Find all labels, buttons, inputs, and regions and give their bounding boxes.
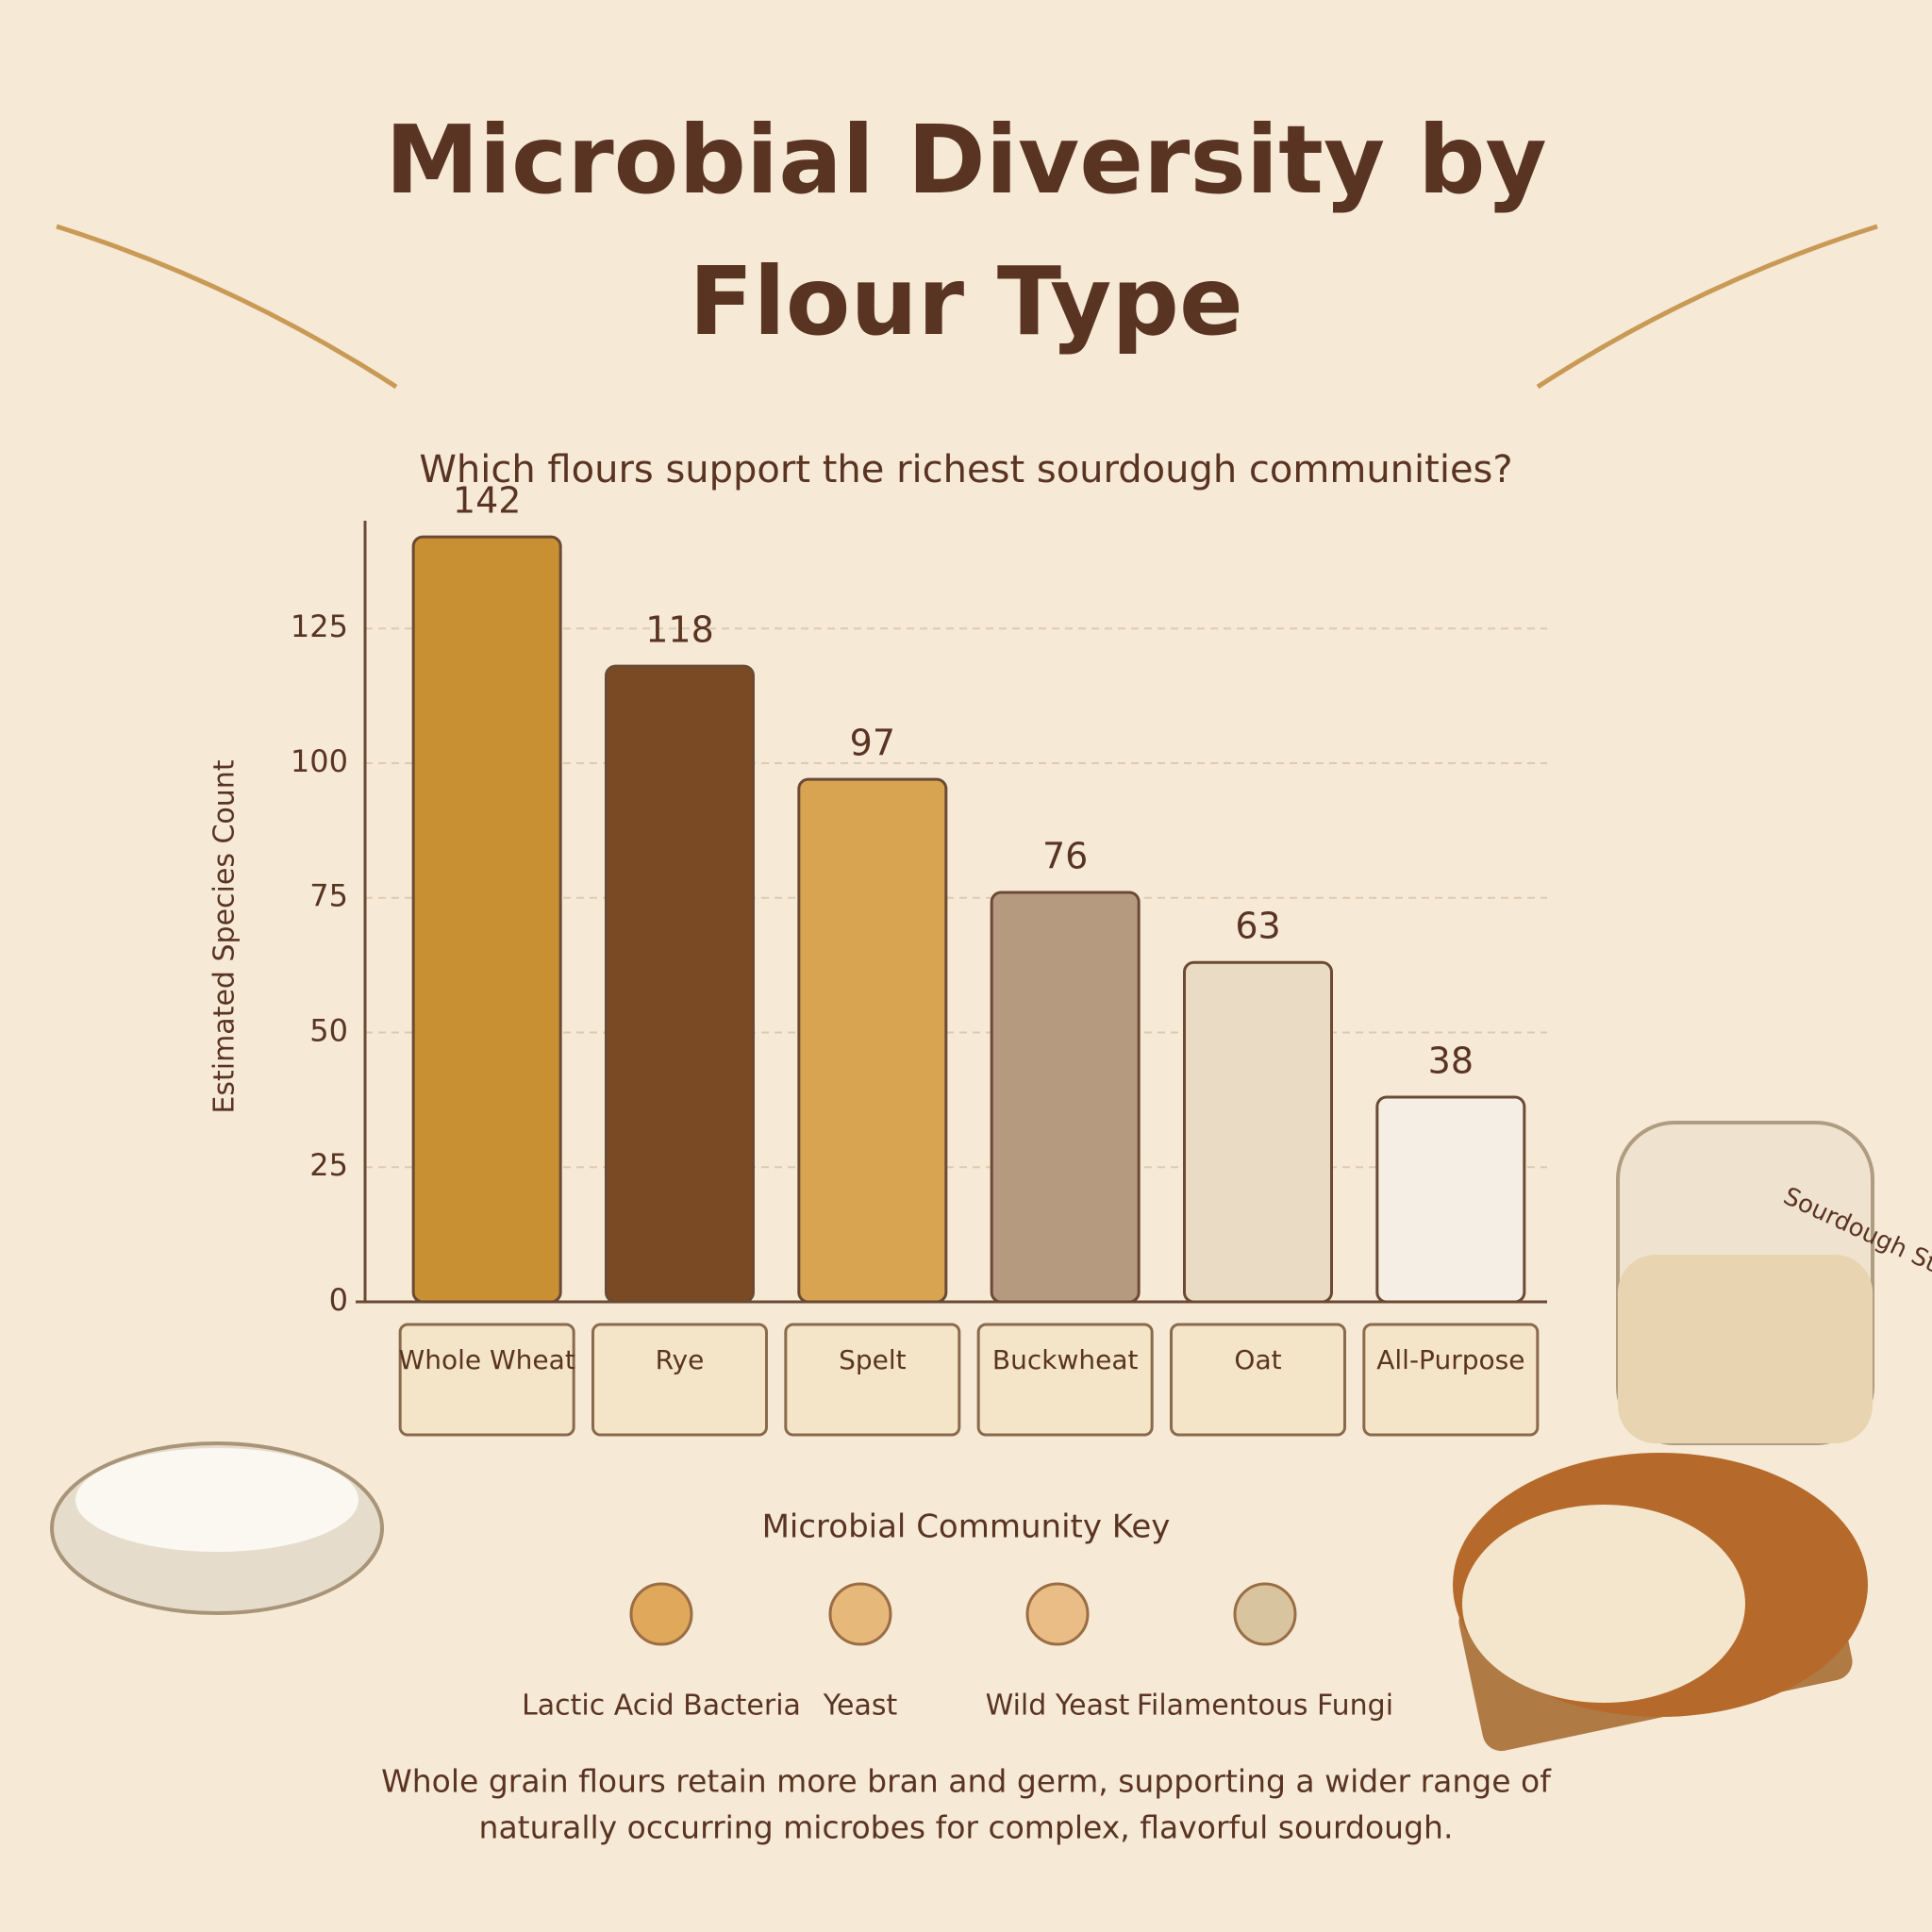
- value-label: 63: [1235, 906, 1280, 947]
- y-tick-label: 100: [291, 743, 348, 779]
- bar: [605, 664, 755, 1304]
- key-title: Microbial Community Key: [762, 1508, 1171, 1546]
- footnote: naturally occurring microbes for complex…: [479, 1809, 1454, 1846]
- x-tick-label: Rye: [656, 1344, 705, 1375]
- category-tag: [1170, 1323, 1346, 1437]
- value-label: 142: [453, 480, 522, 522]
- bar: [411, 535, 562, 1304]
- value-label: 97: [850, 723, 895, 764]
- x-tick-label: Spelt: [839, 1344, 907, 1375]
- y-tick-label: 50: [309, 1012, 348, 1048]
- x-tick-label: Oat: [1234, 1344, 1281, 1375]
- bar: [1183, 960, 1333, 1304]
- y-tick-label: 25: [309, 1147, 348, 1183]
- key-icon: [1233, 1582, 1297, 1646]
- y-tick-label: 125: [291, 608, 348, 644]
- value-label: 38: [1428, 1041, 1474, 1082]
- category-tag: [784, 1323, 961, 1437]
- key-label: Lactic Acid Bacteria: [522, 1690, 801, 1723]
- subtitle: Which flours support the richest sourdou…: [419, 448, 1512, 491]
- bar: [1375, 1095, 1526, 1304]
- x-tick-label: Whole Wheat: [399, 1344, 575, 1375]
- chart-title: Microbial Diversity by Flour Type: [385, 105, 1547, 357]
- value-label: 118: [645, 609, 714, 651]
- x-tick-label: All-Purpose: [1376, 1344, 1524, 1375]
- x-tick-label: Buckwheat: [992, 1344, 1139, 1375]
- bar: [990, 891, 1141, 1304]
- category-tag: [1362, 1323, 1540, 1437]
- y-tick-label: 75: [309, 878, 348, 914]
- key-icon: [828, 1582, 892, 1646]
- bar: [797, 777, 948, 1304]
- y-tick-label: 0: [329, 1282, 348, 1318]
- key-icon: [1025, 1582, 1090, 1646]
- y-axis-label: Estimated Species Count: [208, 759, 242, 1113]
- category-tag: [976, 1323, 1154, 1437]
- value-label: 76: [1042, 836, 1088, 877]
- decoration: [50, 224, 1878, 1752]
- key-label: Wild Yeast: [986, 1690, 1130, 1723]
- key-label: Filamentous Fungi: [1137, 1690, 1393, 1723]
- footnote: Whole grain flours retain more bran and …: [381, 1763, 1552, 1800]
- key-label: Yeast: [823, 1690, 898, 1723]
- category-tag: [398, 1323, 575, 1437]
- key-icon: [629, 1582, 693, 1646]
- category-tag: [591, 1323, 768, 1437]
